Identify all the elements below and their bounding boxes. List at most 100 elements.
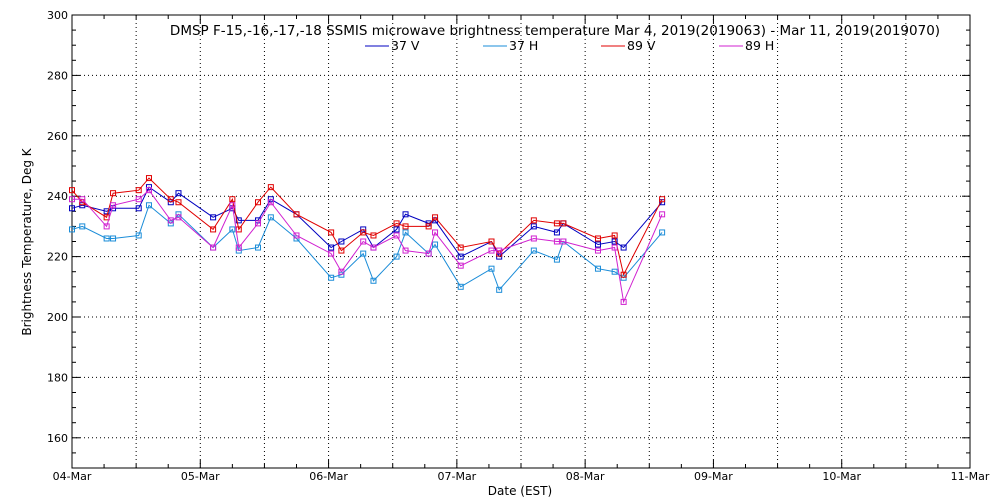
data-point [370,277,377,284]
data-point [328,274,335,281]
data-point [402,247,409,254]
series-37-h [69,202,666,293]
data-point [611,268,618,275]
data-point [530,235,537,242]
legend: 37 V 37 H 89 V 89 H [365,38,774,53]
data-point [402,223,409,230]
legend-item: 89 V [601,38,656,53]
legend-item: 89 H [719,38,774,53]
data-point [328,250,335,257]
data-point [235,244,242,251]
data-point [229,226,236,233]
data-point [553,256,560,263]
data-point [338,238,345,245]
data-point [167,199,174,206]
data-point [659,229,666,236]
data-point [69,226,75,233]
series-line [71,204,663,291]
data-point [488,247,495,254]
data-point [611,244,618,251]
legend-label: 37 V [391,38,420,53]
x-tick-label: 04-Mar [53,470,92,483]
data-point [620,271,627,278]
x-tick-label: 10-Mar [822,470,861,483]
axis-ticks: 160 180 200 220 240 260 280 300 04-Mar 05-Mar 06-M… [47,9,990,483]
legend-item: 37 H [483,38,538,53]
series-line [71,177,663,277]
data-point [135,187,142,194]
x-tick-label: 06-Mar [309,470,348,483]
data-point [360,250,367,257]
data-point [135,196,142,203]
series-37-v [69,184,666,260]
data-point [370,232,377,239]
data-point [69,187,75,194]
y-tick-label: 200 [47,311,68,324]
data-point [553,238,560,245]
data-point [210,244,217,251]
data-point [210,214,217,221]
data-point [110,190,117,197]
data-point [135,232,142,239]
data-point [594,265,601,272]
data-point [432,229,439,236]
series-89-v [69,175,666,278]
data-point [167,196,174,203]
data-point [530,247,537,254]
data-point [488,238,495,245]
data-point [594,235,601,242]
data-point [360,229,367,236]
data-point [145,175,152,182]
data-point [560,238,567,245]
data-point [103,208,110,215]
data-point [328,229,335,236]
series-89-h [69,187,666,305]
data-point [560,220,567,227]
data-point [370,244,377,251]
data-point [235,217,242,224]
data-point [145,202,152,209]
series-line [71,186,663,258]
x-axis-label: Date (EST) [488,484,552,498]
data-point [175,199,182,206]
data-point [267,184,274,191]
data-point [293,211,300,218]
data-point [145,187,152,194]
y-tick-label: 300 [47,9,68,22]
y-tick-label: 180 [47,371,68,384]
data-point [338,247,345,254]
data-point [393,226,400,233]
chart-title: DMSP F-15,-16,-17,-18 SSMIS microwave br… [170,23,940,39]
data-point [402,211,409,218]
data-point [210,226,217,233]
data-point [457,262,464,269]
data-point [267,199,274,206]
y-tick-label: 220 [47,251,68,264]
data-point [255,199,262,206]
data-point [620,298,627,305]
data-point [167,217,174,224]
data-point [496,247,503,254]
data-point [267,214,274,221]
data-point [229,196,236,203]
x-tick-label: 07-Mar [437,470,476,483]
data-point [393,220,400,227]
legend-label: 89 V [627,38,656,53]
x-tick-label: 11-Mar [951,470,990,483]
legend-label: 37 H [509,38,538,53]
y-tick-label: 160 [47,432,68,445]
data-point [255,244,262,251]
data-point [402,229,409,236]
data-point [553,229,560,236]
data-point [611,232,618,239]
data-point [69,205,75,212]
legend-label: 89 H [745,38,774,53]
data-point [659,196,666,203]
data-point [620,244,627,251]
data-point [457,253,464,260]
series-line [72,189,663,304]
data-point [328,244,335,251]
data-point [432,241,439,248]
data-point [103,235,110,242]
